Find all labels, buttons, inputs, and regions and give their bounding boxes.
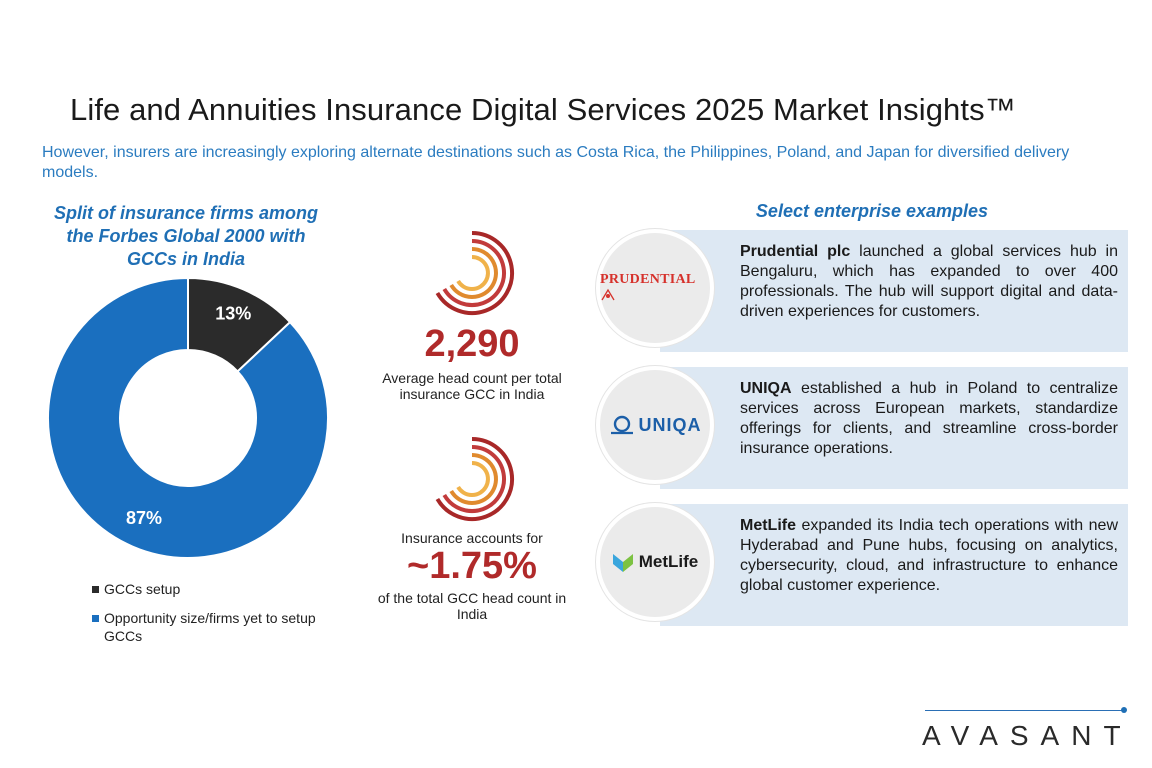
example-desc-uniqa: established a hub in Poland to centraliz… [740,380,1118,457]
brand-dot [1121,707,1127,713]
page-title: Life and Annuities Insurance Digital Ser… [70,92,1016,127]
stat-share-value: ~1.75% [407,545,537,587]
example-card-prudential: Prudential plc launched a global service… [660,230,1128,352]
legend-item-opportunity: Opportunity size/firms yet to setup GCCs [92,609,322,645]
example-desc-prudential: launched a global services hub in Bengal… [740,243,1119,320]
example-company-metlife: MetLife [740,517,796,534]
donut-slice-1 [47,276,329,559]
stat-headcount: 2,290 Average head count per total insur… [372,230,572,402]
example-company-prudential: Prudential plc [740,243,851,260]
example-text-uniqa: UNIQA established a hub in Poland to cen… [740,379,1118,459]
legend-swatch-gccs-setup [92,586,99,593]
legend-item-gccs-setup: GCCs setup [92,580,322,598]
legend-swatch-opportunity [92,615,99,622]
logo-circle-prudential: PRUDENTIAL [596,229,714,347]
donut-label-1: 87% [126,508,162,528]
legend-label-gccs-setup: GCCs setup [104,581,181,597]
chart-title: Split of insurance firms among the Forbe… [53,203,319,269]
example-card-metlife: MetLife expanded its India tech operatio… [660,504,1128,626]
brand-line [925,710,1123,711]
uniqa-logo: UNIQA [609,415,702,436]
stat-share: Insurance accounts for ~1.75% of the tot… [372,436,572,622]
concentric-rings-icon [435,231,515,315]
prudential-logo: PRUDENTIAL [600,272,710,305]
chart-legend: GCCs setup Opportunity size/firms yet to… [92,580,322,656]
example-company-uniqa: UNIQA [740,380,792,397]
example-text-metlife: MetLife expanded its India tech operatio… [740,516,1118,596]
example-text-prudential: Prudential plc launched a global service… [740,242,1118,322]
stat-share-intro: Insurance accounts for [401,530,543,546]
legend-label-opportunity: Opportunity size/firms yet to setup GCCs [104,610,316,644]
donut-chart: 13% 87% [47,276,329,559]
stat-share-caption: of the total GCC head count in India [377,590,567,622]
examples-header: Select enterprise examples [755,201,989,221]
donut-label-0: 13% [215,303,251,323]
concentric-rings-icon [435,437,515,521]
example-desc-metlife: expanded its India tech operations with … [740,517,1118,594]
logo-circle-uniqa: UNIQA [596,366,714,484]
page-subtitle: However, insurers are increasingly explo… [42,144,1070,181]
metlife-logo: MetLife [612,551,698,573]
example-card-uniqa: UNIQA established a hub in Poland to cen… [660,367,1128,489]
stat-headcount-value: 2,290 [424,323,520,365]
stat-headcount-caption: Average head count per total insurance G… [382,370,562,402]
logo-circle-metlife: MetLife [596,503,714,621]
avasant-logo: AVASANT [922,720,1133,751]
